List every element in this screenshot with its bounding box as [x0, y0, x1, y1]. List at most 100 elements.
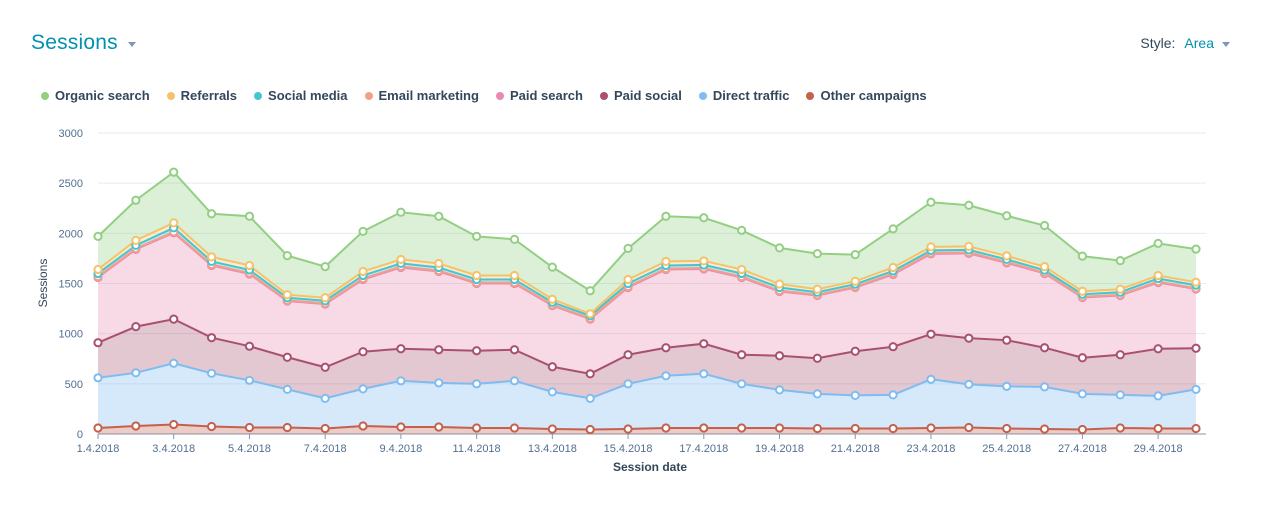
data-point-organic-search[interactable]: [585, 286, 595, 296]
data-point-direct-traffic[interactable]: [282, 384, 292, 394]
data-point-direct-traffic[interactable]: [964, 379, 974, 389]
data-point-direct-traffic[interactable]: [93, 373, 103, 383]
data-point-organic-search[interactable]: [396, 207, 406, 217]
data-point-other-campaigns[interactable]: [358, 421, 368, 431]
data-point-paid-social[interactable]: [509, 345, 520, 355]
data-point-referrals[interactable]: [1115, 284, 1125, 294]
data-point-organic-search[interactable]: [1115, 256, 1125, 266]
data-point-other-campaigns[interactable]: [1153, 423, 1163, 434]
legend-item-social-media[interactable]: Social media: [254, 88, 348, 103]
data-point-referrals[interactable]: [434, 258, 444, 269]
data-point-referrals[interactable]: [169, 218, 179, 228]
data-point-other-campaigns[interactable]: [623, 424, 633, 434]
data-point-paid-social[interactable]: [737, 350, 747, 360]
style-dropdown[interactable]: Area: [1184, 35, 1214, 51]
data-point-direct-traffic[interactable]: [661, 371, 671, 381]
data-point-referrals[interactable]: [1002, 251, 1012, 261]
data-point-organic-search[interactable]: [888, 224, 898, 234]
data-point-paid-social[interactable]: [699, 339, 709, 349]
data-point-referrals[interactable]: [585, 309, 595, 319]
data-point-paid-social[interactable]: [396, 344, 406, 354]
data-point-organic-search[interactable]: [1077, 251, 1088, 261]
data-point-other-campaigns[interactable]: [661, 423, 671, 433]
legend-item-paid-search[interactable]: Paid search: [495, 88, 583, 103]
data-point-other-campaigns[interactable]: [926, 423, 936, 433]
data-point-referrals[interactable]: [131, 235, 141, 245]
data-point-other-campaigns[interactable]: [169, 419, 179, 430]
data-point-other-campaigns[interactable]: [547, 424, 557, 434]
data-point-organic-search[interactable]: [1191, 244, 1201, 254]
legend-item-direct-traffic[interactable]: Direct traffic: [698, 88, 789, 103]
data-point-direct-traffic[interactable]: [888, 390, 898, 400]
data-point-paid-social[interactable]: [1191, 343, 1201, 353]
legend-item-organic-search[interactable]: Organic search: [41, 88, 150, 103]
data-point-paid-social[interactable]: [585, 369, 595, 379]
data-point-referrals[interactable]: [396, 254, 406, 265]
data-point-paid-social[interactable]: [244, 341, 255, 351]
data-point-direct-traffic[interactable]: [1153, 391, 1163, 401]
data-point-referrals[interactable]: [699, 256, 709, 266]
data-point-other-campaigns[interactable]: [472, 423, 482, 433]
data-point-organic-search[interactable]: [434, 211, 444, 221]
data-point-other-campaigns[interactable]: [812, 423, 822, 434]
data-point-direct-traffic[interactable]: [131, 368, 141, 378]
data-point-direct-traffic[interactable]: [547, 387, 557, 397]
data-point-organic-search[interactable]: [623, 243, 633, 253]
data-point-referrals[interactable]: [926, 242, 936, 252]
data-point-organic-search[interactable]: [964, 200, 974, 210]
data-point-organic-search[interactable]: [699, 213, 709, 223]
data-point-other-campaigns[interactable]: [131, 421, 141, 431]
data-point-organic-search[interactable]: [358, 226, 368, 236]
data-point-paid-social[interactable]: [964, 333, 974, 343]
data-point-referrals[interactable]: [888, 262, 898, 273]
data-point-organic-search[interactable]: [812, 249, 822, 259]
data-point-direct-traffic[interactable]: [358, 384, 368, 394]
legend-item-other-campaigns[interactable]: Other campaigns: [806, 88, 927, 103]
data-point-referrals[interactable]: [812, 284, 822, 294]
data-point-paid-social[interactable]: [812, 353, 822, 363]
data-point-referrals[interactable]: [661, 256, 671, 267]
data-point-direct-traffic[interactable]: [1002, 381, 1012, 391]
data-point-direct-traffic[interactable]: [169, 358, 179, 368]
data-point-direct-traffic[interactable]: [926, 374, 936, 384]
data-point-paid-social[interactable]: [206, 333, 217, 343]
data-point-referrals[interactable]: [1191, 277, 1201, 287]
data-point-organic-search[interactable]: [169, 167, 179, 177]
data-point-paid-social[interactable]: [282, 352, 292, 362]
data-point-referrals[interactable]: [547, 294, 557, 304]
data-point-paid-social[interactable]: [547, 362, 557, 372]
data-point-referrals[interactable]: [244, 260, 255, 271]
data-point-direct-traffic[interactable]: [472, 379, 482, 389]
data-point-direct-traffic[interactable]: [850, 390, 860, 400]
data-point-referrals[interactable]: [623, 274, 633, 285]
data-point-direct-traffic[interactable]: [434, 378, 444, 388]
data-point-other-campaigns[interactable]: [396, 422, 406, 432]
data-point-referrals[interactable]: [1077, 286, 1088, 296]
legend-item-email-marketing[interactable]: Email marketing: [364, 88, 479, 103]
chevron-down-icon[interactable]: [1222, 41, 1230, 47]
data-point-referrals[interactable]: [1039, 262, 1050, 272]
data-point-paid-social[interactable]: [888, 342, 898, 352]
data-point-organic-search[interactable]: [282, 251, 292, 261]
data-point-direct-traffic[interactable]: [737, 379, 747, 389]
data-point-other-campaigns[interactable]: [737, 423, 747, 433]
data-point-organic-search[interactable]: [1153, 238, 1163, 248]
style-selector[interactable]: Style: Area: [1140, 35, 1230, 51]
data-point-direct-traffic[interactable]: [585, 393, 595, 403]
data-point-organic-search[interactable]: [774, 243, 785, 253]
data-point-other-campaigns[interactable]: [850, 423, 860, 434]
data-point-other-campaigns[interactable]: [699, 423, 709, 433]
data-point-organic-search[interactable]: [509, 234, 520, 244]
data-point-referrals[interactable]: [509, 270, 520, 281]
data-point-other-campaigns[interactable]: [93, 423, 103, 433]
data-point-other-campaigns[interactable]: [585, 424, 595, 435]
data-point-referrals[interactable]: [93, 264, 103, 275]
data-point-organic-search[interactable]: [547, 262, 557, 272]
data-point-direct-traffic[interactable]: [1115, 390, 1125, 400]
data-point-direct-traffic[interactable]: [1191, 384, 1201, 394]
data-point-organic-search[interactable]: [926, 197, 936, 207]
report-title-dropdown[interactable]: Sessions: [31, 31, 136, 55]
data-point-direct-traffic[interactable]: [509, 376, 520, 386]
data-point-organic-search[interactable]: [320, 262, 330, 272]
data-point-organic-search[interactable]: [1039, 220, 1050, 231]
